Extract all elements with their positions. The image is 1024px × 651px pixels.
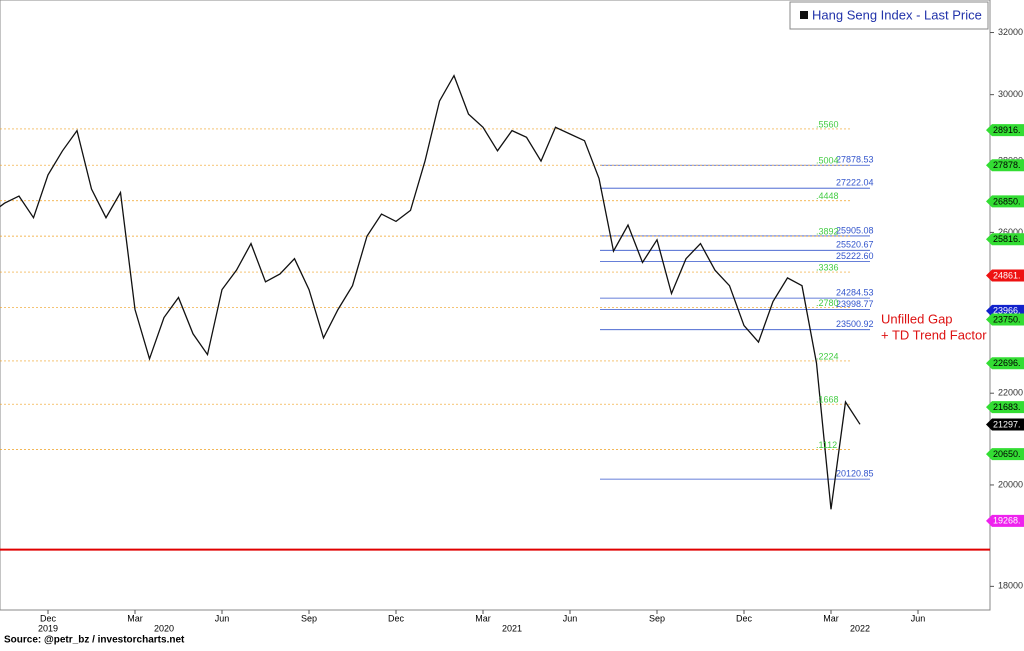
fib-label: .1668	[816, 395, 839, 405]
x-tick-label: Dec	[736, 613, 753, 623]
year-label: 2021	[502, 623, 522, 633]
x-tick-label: Jun	[911, 613, 926, 623]
price-tag-label: 19268.	[993, 516, 1021, 526]
fib-label: .3892	[816, 226, 839, 236]
price-tag	[986, 514, 1024, 527]
price-tag-label: 25816.	[993, 234, 1021, 244]
price-tag	[986, 233, 1024, 246]
price-tag-label: 20650.	[993, 449, 1021, 459]
price-tag-label: 23750.	[993, 314, 1021, 324]
annotation-line: + TD Trend Factor	[881, 327, 987, 342]
price-tag-label: 23966.	[993, 306, 1021, 316]
price-tag	[986, 313, 1024, 326]
price-tag-label: 24861.	[993, 270, 1021, 280]
y-tick-label: 26000	[998, 227, 1023, 237]
x-tick-label: Jun	[215, 613, 230, 623]
level-label: 20120.85	[836, 469, 874, 479]
y-tick-label: 20000	[998, 479, 1023, 489]
level-label: 23500.92	[836, 319, 874, 329]
price-tag	[986, 159, 1024, 172]
price-tag	[986, 124, 1024, 137]
level-label: 25905.08	[836, 225, 874, 235]
plot-layer	[0, 74, 990, 551]
x-tick-label: Dec	[388, 613, 405, 623]
year-label: 2019	[38, 623, 58, 633]
x-tick-label: Jun	[563, 613, 578, 623]
price-tag	[986, 418, 1024, 431]
annotation: Unfilled Gap+ TD Trend Factor	[881, 311, 987, 342]
fib-label: .1112	[816, 440, 837, 450]
fib-label: .4448	[816, 191, 839, 201]
fib-label: .2224	[816, 351, 839, 361]
y-tick-label: 18000	[998, 581, 1023, 591]
level-label: 25222.60	[836, 251, 874, 261]
price-tag-label: 27878.	[993, 160, 1021, 170]
x-tick-label: Sep	[649, 613, 665, 623]
level-label: 23998.77	[836, 299, 874, 309]
fib-label: .5004	[816, 156, 839, 166]
price-tag-label: 22696.	[993, 358, 1021, 368]
source: Source: @petr_bz / investorcharts.net	[4, 635, 185, 646]
plot-area	[0, 0, 991, 611]
price-tag-label: 21297.	[993, 419, 1021, 429]
level-label: 27222.04	[836, 178, 874, 188]
x-tick-label: Sep	[301, 613, 317, 623]
price-tag	[986, 448, 1024, 461]
y-tick-label: 32000	[998, 27, 1023, 37]
price-tag-label: 26850.	[993, 196, 1021, 206]
fib-label: .3336	[816, 262, 839, 272]
x-tick-label: Dec	[40, 613, 57, 623]
price-tag-label: 28916.	[993, 125, 1021, 135]
annotation-line: Unfilled Gap	[881, 311, 953, 326]
level-label: 24284.53	[836, 287, 874, 297]
price-tag-label: 21683.	[993, 402, 1021, 412]
fib-label: .2780	[816, 298, 839, 308]
legend-swatch	[800, 11, 808, 19]
y-tick-label: 22000	[998, 388, 1023, 398]
legend-label: Hang Seng Index - Last Price	[812, 7, 982, 22]
year-label: 2020	[154, 623, 174, 633]
price-tag	[986, 269, 1024, 282]
level-label: 27878.53	[836, 155, 874, 165]
price-line	[0, 74, 861, 510]
x-tick-label: Mar	[475, 613, 491, 623]
price-tag	[986, 357, 1024, 370]
x-tick-label: Mar	[823, 613, 839, 623]
price-tag	[986, 195, 1024, 208]
fib-label: .5560	[816, 119, 839, 129]
y-tick-label: 30000	[998, 89, 1023, 99]
x-tick-label: Mar	[127, 613, 143, 623]
level-label: 25520.67	[836, 240, 874, 250]
price-tag	[986, 401, 1024, 414]
year-label: 2022	[850, 623, 870, 633]
legend-box	[789, 1, 989, 30]
